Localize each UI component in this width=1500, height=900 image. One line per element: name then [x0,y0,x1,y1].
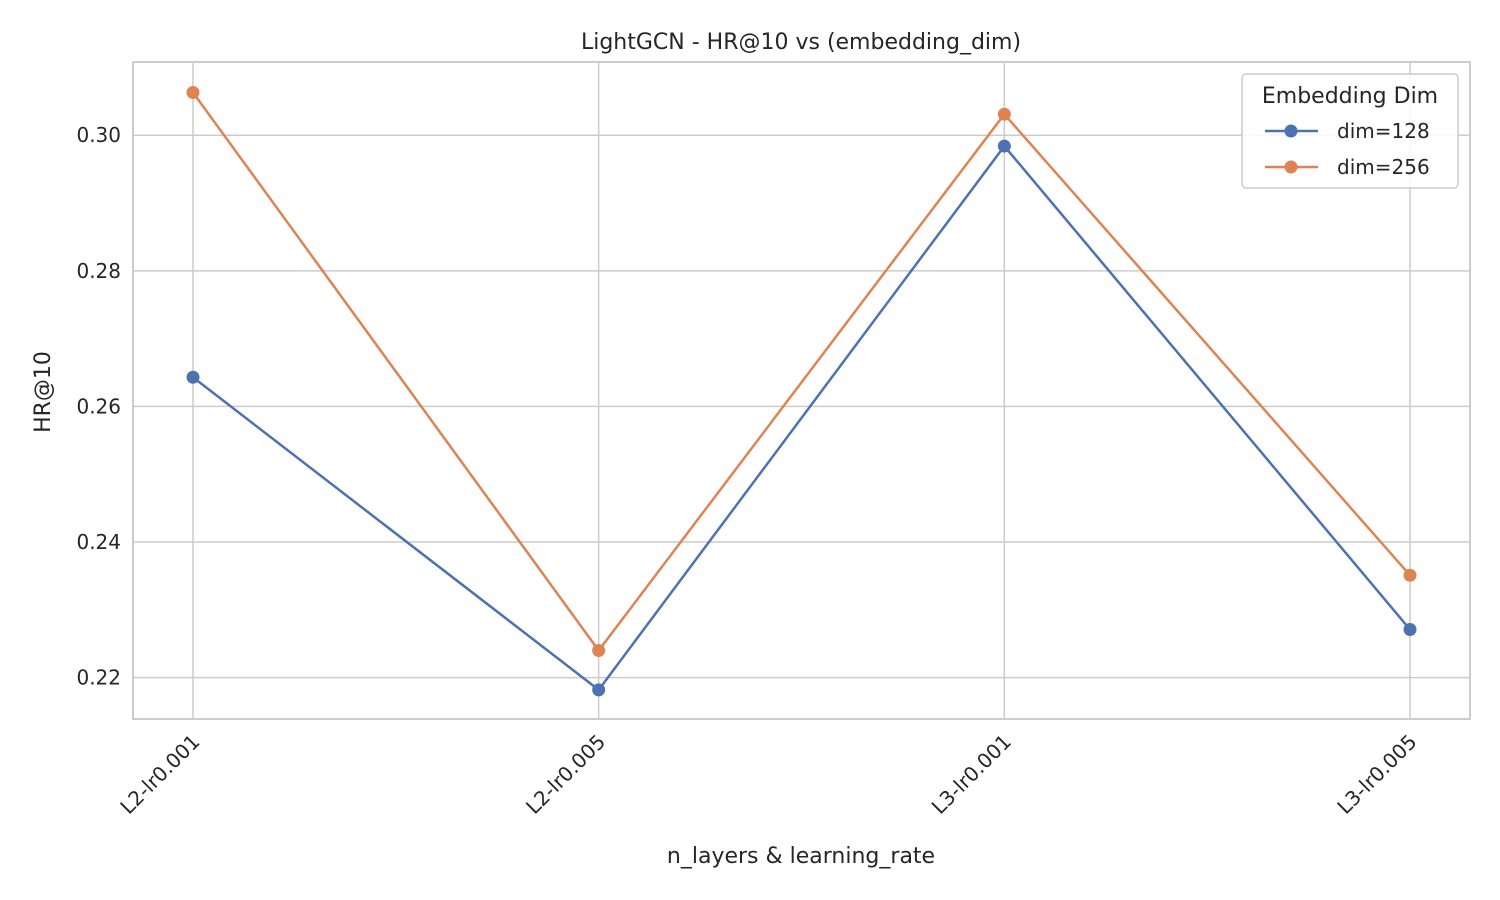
data-point [1403,623,1417,637]
legend-marker [1284,124,1298,138]
y-tick-label: 0.26 [76,394,121,418]
series-line [191,91,1411,652]
y-axis-title: HR@10 [31,351,56,433]
data-point [186,86,200,100]
series-dim=256 [186,86,1417,658]
legend-entries: dim=128 dim=256 [1265,119,1430,179]
series-layer [186,86,1417,697]
chart-title: LightGCN - HR@10 vs (embedding_dim) [581,30,1021,55]
legend: Embedding Dim dim=128 dim=256 [1241,73,1459,189]
y-tick-label: 0.22 [76,666,121,690]
x-tick-label: L2-lr0.001 [115,730,204,819]
gridlines [133,62,1470,719]
legend-label: dim=128 [1337,119,1430,143]
x-axis-title: n_layers & learning_rate [667,844,935,869]
legend-entry: dim=256 [1265,155,1430,179]
legend-entry: dim=128 [1265,119,1430,143]
data-point [1403,568,1417,582]
legend-label: dim=256 [1337,155,1430,179]
series-dim=128 [186,139,1417,697]
legend-box [1241,73,1459,189]
x-tick-label: L3-lr0.005 [1332,730,1421,819]
legend-title: Embedding Dim [1262,84,1438,109]
x-tick-labels: L2-lr0.001 L2-lr0.005 L3-lr0.001 L3-lr0.005 [115,730,1421,819]
x-tick-label: L3-lr0.001 [927,730,1016,819]
y-tick-label: 0.30 [76,123,121,147]
data-point [997,107,1011,121]
series-line [192,144,1411,692]
data-point [592,683,606,697]
x-tick-label: L2-lr0.005 [521,730,610,819]
data-point [186,370,200,384]
y-tick-label: 0.28 [76,259,121,283]
y-tick-labels: 0.22 0.24 0.26 0.28 0.30 [76,123,121,689]
data-point [997,139,1011,153]
legend-marker [1284,160,1298,174]
plot-frame [132,61,1471,720]
data-point [592,644,606,658]
y-tick-label: 0.24 [76,530,121,554]
